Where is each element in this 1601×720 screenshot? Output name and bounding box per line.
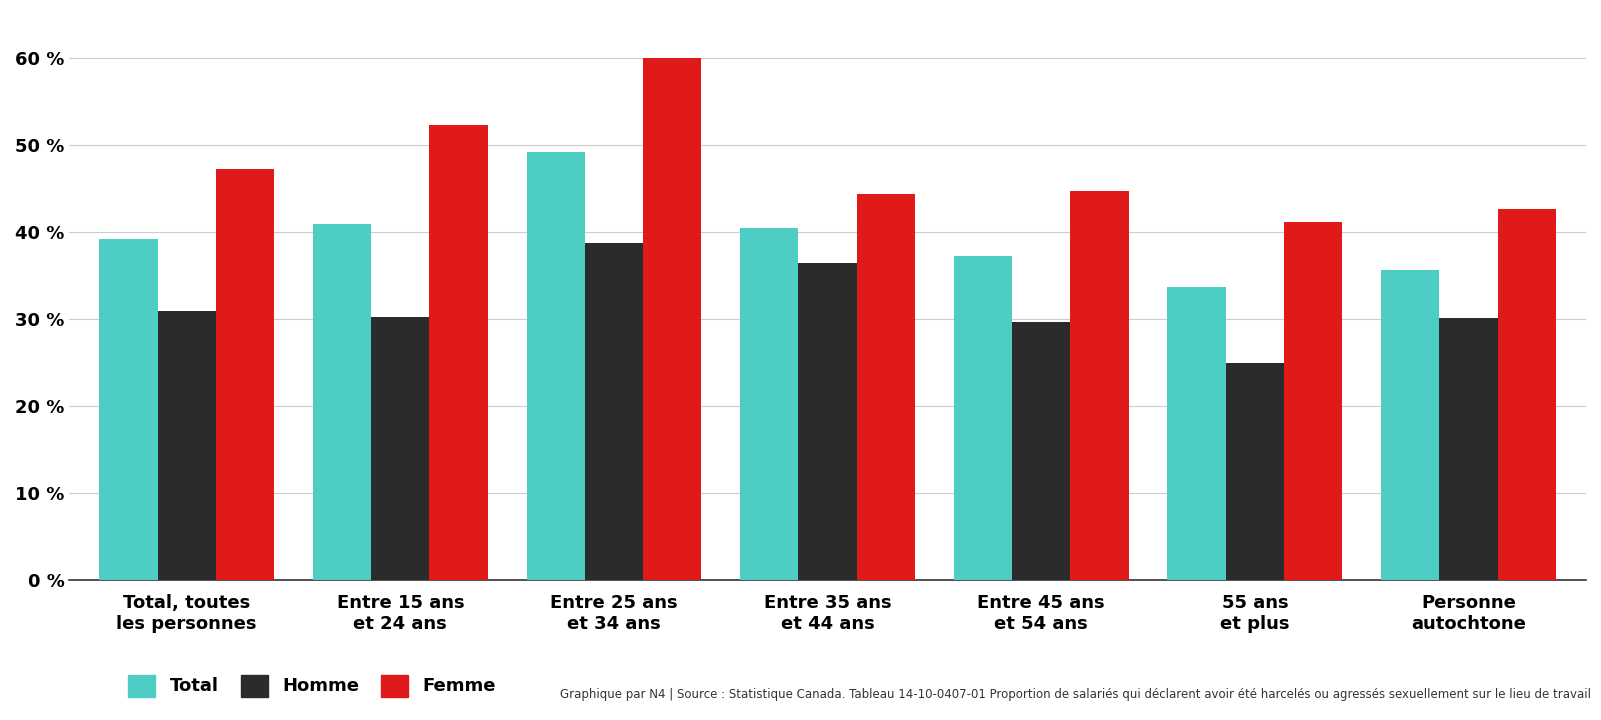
Bar bbox=[1226, 363, 1284, 580]
Bar bbox=[740, 228, 799, 580]
Bar bbox=[1012, 322, 1071, 580]
Bar bbox=[584, 243, 644, 580]
Bar bbox=[99, 239, 157, 580]
Bar bbox=[1497, 209, 1556, 580]
Bar bbox=[429, 125, 488, 580]
Bar bbox=[799, 263, 857, 580]
Text: Graphique par N4 | Source : Statistique Canada. Tableau 14-10-0407-01 Proportion: Graphique par N4 | Source : Statistique … bbox=[560, 688, 1591, 701]
Bar bbox=[1382, 270, 1439, 580]
Bar bbox=[1439, 318, 1497, 580]
Bar bbox=[312, 224, 371, 580]
Bar bbox=[371, 317, 429, 580]
Bar bbox=[644, 58, 701, 580]
Legend: Total, Homme, Femme: Total, Homme, Femme bbox=[122, 667, 503, 703]
Bar bbox=[1071, 191, 1129, 580]
Bar bbox=[1167, 287, 1226, 580]
Bar bbox=[527, 151, 584, 580]
Bar bbox=[857, 194, 916, 580]
Bar bbox=[954, 256, 1012, 580]
Bar bbox=[1284, 222, 1342, 580]
Bar bbox=[216, 169, 274, 580]
Bar bbox=[157, 311, 216, 580]
